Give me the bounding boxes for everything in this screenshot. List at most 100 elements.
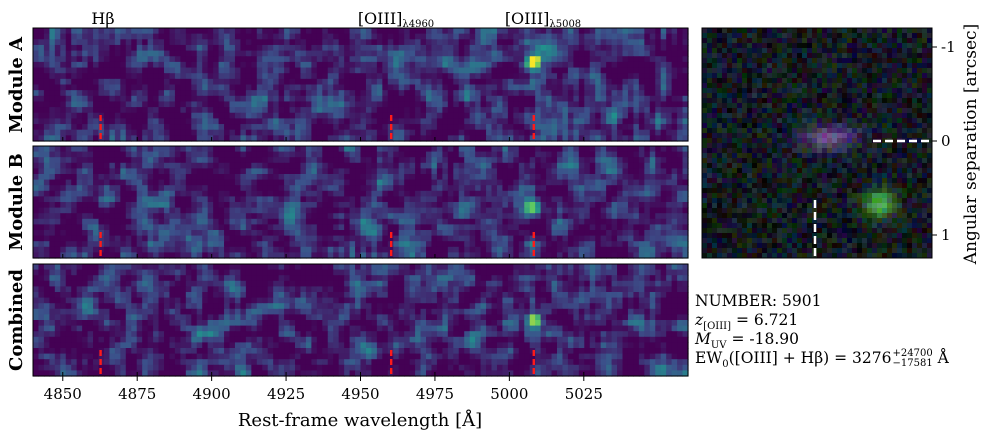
spectrum-pixel <box>136 252 143 259</box>
spectrum-pixel <box>251 107 258 114</box>
spectrum-pixel <box>491 174 498 181</box>
spectrum-pixel <box>180 207 187 214</box>
spectrum-pixel <box>360 67 367 74</box>
spectrum-pixel <box>251 196 258 203</box>
spectrum-pixel <box>234 230 242 237</box>
spectrum-pixel <box>76 56 83 63</box>
spectrum-pixel <box>196 107 203 114</box>
spectrum-pixel <box>655 224 662 231</box>
spectrum-pixel <box>507 118 514 125</box>
spectrum-pixel <box>420 44 427 52</box>
spectrum-pixel <box>273 224 280 231</box>
spectrum-pixel <box>322 151 329 158</box>
spectrum-pixel <box>33 196 40 203</box>
spectrum-pixel <box>87 185 94 192</box>
spectrum-pixel <box>638 174 645 181</box>
spectrum-pixel <box>338 67 345 74</box>
spectrum-pixel <box>229 90 236 97</box>
spectrum-pixel <box>535 168 542 175</box>
spectrum-pixel <box>513 61 520 69</box>
spectrum-pixel <box>158 146 165 153</box>
spectrum-pixel <box>622 168 629 175</box>
spectrum-pixel <box>606 230 613 237</box>
spectrum-pixel <box>147 101 154 108</box>
spectrum-pixel <box>589 129 596 136</box>
spectrum-pixel <box>365 84 373 91</box>
spectrum-pixel <box>480 174 487 181</box>
spectrum-pixel <box>213 28 220 35</box>
spectrum-pixel <box>131 39 138 46</box>
spectrum-pixel <box>409 230 416 237</box>
spectrum-pixel <box>322 78 329 86</box>
spectrum-pixel <box>76 168 83 175</box>
spectrum-pixel <box>671 39 678 46</box>
spectrum-pixel <box>404 168 411 175</box>
spectrum-pixel <box>196 230 203 237</box>
spectrum-pixel <box>578 112 585 119</box>
spectrum-pixel <box>316 124 323 131</box>
spectrum-pixel <box>480 196 487 203</box>
spectrum-pixel <box>125 252 132 259</box>
spectrum-pixel <box>578 246 585 253</box>
spectrum-pixel <box>360 213 367 220</box>
spectrum-pixel <box>535 56 542 63</box>
spectrum-pixel <box>131 162 138 169</box>
spectrum-pixel <box>644 33 651 40</box>
spectrum-pixel <box>633 264 640 271</box>
spectrum-pixel <box>333 246 340 253</box>
spectrum-pixel <box>65 246 72 253</box>
spectrum-pixel <box>426 95 433 103</box>
spectrum-pixel <box>382 50 389 57</box>
spectrum-pixel <box>567 179 574 186</box>
spectrum-pixel <box>546 202 553 209</box>
spectrum-pixel <box>546 179 553 186</box>
spectrum-pixel <box>103 202 111 209</box>
spectrum-pixel <box>240 78 247 86</box>
spectrum-pixel <box>464 185 471 192</box>
spectrum-pixel <box>551 33 558 40</box>
spectrum-pixel <box>496 185 504 192</box>
spectrum-pixel <box>551 73 558 80</box>
spectrum-pixel <box>344 101 351 108</box>
spectrum-pixel <box>338 101 345 108</box>
spectrum-pixel <box>207 224 214 231</box>
spectrum-pixel <box>513 112 520 119</box>
spectrum-pixel <box>518 241 525 248</box>
spectrum-pixel <box>185 67 192 74</box>
spectrum-pixel <box>43 264 50 271</box>
spectrum-pixel <box>491 124 498 131</box>
spectrum-pixel <box>475 224 482 231</box>
spectrum-pixel <box>153 190 160 197</box>
spectrum-pixel <box>202 78 209 86</box>
spectrum-pixel <box>611 241 618 248</box>
spectrum-pixel <box>185 218 192 225</box>
spectrum-pixel <box>573 190 580 197</box>
spectrum-pixel <box>153 146 160 153</box>
spectrum-pixel <box>584 213 591 220</box>
spectrum-pixel <box>360 202 367 209</box>
spectrum-pixel <box>529 118 536 125</box>
spectrum-pixel <box>360 264 367 271</box>
spectrum-pixel <box>87 101 94 108</box>
spectrum-pixel <box>229 95 236 103</box>
spectrum-pixel <box>125 230 132 237</box>
spectrum-pixel <box>638 168 645 175</box>
spectrum-pixel <box>229 56 236 63</box>
spectrum-pixel <box>507 78 514 86</box>
spectrum-pixel <box>611 185 618 192</box>
spectrum-pixel <box>43 157 50 164</box>
spectrum-pixel <box>65 190 72 197</box>
spectrum-pixel <box>567 146 574 153</box>
spectrum-pixel <box>262 157 269 164</box>
spectrum-pixel <box>458 39 465 46</box>
spectrum-pixel <box>338 90 345 97</box>
spectrum-pixel <box>355 202 362 209</box>
spectrum-pixel <box>453 101 460 108</box>
spectrum-pixel <box>611 146 618 153</box>
spectrum-pixel <box>633 207 640 214</box>
spectrum-pixel <box>578 162 585 169</box>
spectrum-pixel <box>649 207 656 214</box>
spectrum-pixel <box>464 118 471 125</box>
spectrum-pixel <box>147 39 154 46</box>
spectrum-pixel <box>65 179 72 186</box>
